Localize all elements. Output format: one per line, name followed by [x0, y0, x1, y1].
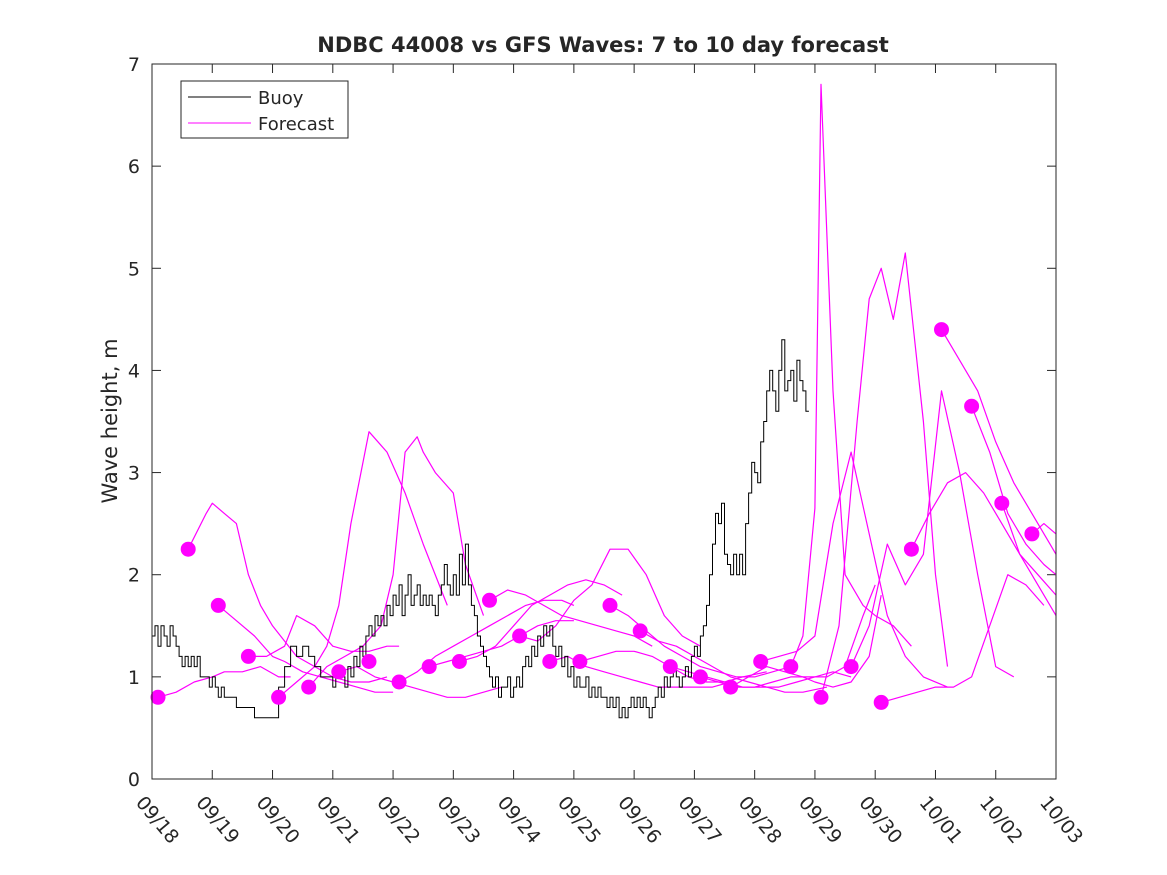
x-tick-label: 09/24 — [493, 792, 545, 848]
forecast-start-marker — [361, 654, 377, 669]
forecast-start-marker — [331, 664, 347, 680]
x-tick-label: 09/30 — [854, 792, 906, 848]
y-tick-label: 5 — [128, 258, 140, 280]
y-axis-label: Wave height, m — [98, 338, 122, 503]
y-tick-label: 4 — [128, 360, 140, 382]
forecast-start-marker — [964, 398, 980, 414]
x-tick-label: 09/25 — [553, 792, 605, 848]
plot-area — [150, 83, 1057, 719]
x-tick-label: 10/03 — [1035, 792, 1087, 848]
forecast-start-marker — [542, 654, 558, 669]
forecast-start-marker — [692, 669, 708, 685]
x-tick-label: 09/27 — [674, 792, 726, 848]
x-tick-label: 10/02 — [975, 792, 1027, 848]
forecast-line-26 — [940, 329, 1057, 555]
x-tick-label: 09/19 — [191, 792, 243, 848]
forecast-line-2 — [187, 502, 388, 683]
y-tick-label: 1 — [128, 667, 140, 689]
forecast-line-4 — [248, 614, 400, 658]
chart-title: NDBC 44008 vs GFS Waves: 7 to 10 day for… — [317, 33, 888, 57]
forecast-start-marker — [572, 654, 588, 669]
forecast-start-marker — [753, 654, 769, 669]
y-tick-label: 2 — [128, 565, 140, 587]
forecast-start-marker — [994, 495, 1010, 511]
y-axis-ticks: 0 1 2 3 4 5 6 7 — [128, 54, 1056, 791]
buoy-line — [152, 339, 809, 719]
buoy-series-group — [152, 339, 809, 719]
forecast-line-19 — [730, 594, 882, 688]
legend: Buoy Forecast — [180, 80, 349, 139]
forecast-start-marker — [482, 592, 497, 608]
forecast-line-21 — [790, 83, 912, 667]
forecast-line-25 — [910, 472, 1057, 596]
forecast-start-marker — [391, 674, 407, 690]
forecast-start-marker — [240, 648, 256, 664]
y-tick-label: 0 — [128, 769, 140, 791]
x-tick-label: 09/29 — [794, 792, 846, 848]
x-tick-label: 09/21 — [312, 792, 364, 848]
x-tick-label: 09/23 — [433, 792, 485, 848]
forecast-start-marker — [301, 679, 317, 695]
forecast-line-11 — [489, 589, 653, 647]
forecast-start-marker — [1024, 526, 1040, 542]
forecast-line-1 — [157, 665, 291, 698]
forecast-line-20 — [760, 451, 948, 688]
forecast-start-marker — [662, 659, 678, 675]
forecast-line-5 — [278, 431, 448, 698]
x-axis-ticks: 09/18 09/19 09/20 09/21 09/22 09/23 09/24 09/25… — [131, 64, 1087, 848]
forecast-start-marker — [271, 689, 287, 705]
forecast-start-marker — [934, 322, 949, 338]
x-tick-label: 09/28 — [734, 792, 786, 848]
forecast-start-marker — [783, 659, 799, 675]
forecast-start-marker — [843, 659, 859, 675]
forecast-line-24 — [881, 574, 1045, 703]
y-tick-label: 3 — [128, 463, 140, 485]
forecast-start-marker — [421, 659, 437, 675]
y-tick-label: 7 — [128, 54, 140, 76]
forecast-start-marker — [180, 541, 196, 557]
legend-box — [180, 80, 349, 139]
forecast-start-markers — [150, 322, 1040, 710]
forecast-line-28 — [1001, 503, 1057, 616]
forecast-start-marker — [813, 689, 829, 705]
forecast-start-marker — [512, 628, 528, 644]
forecast-start-marker — [210, 597, 226, 613]
forecast-line-22 — [820, 252, 949, 698]
forecast-start-marker — [723, 679, 739, 695]
y-tick-label: 6 — [128, 156, 140, 178]
x-tick-label: 09/26 — [613, 792, 665, 848]
forecast-line-16 — [639, 630, 828, 693]
forecast-line-7 — [338, 665, 502, 698]
forecast-start-marker — [150, 689, 166, 705]
forecast-line-3 — [217, 604, 394, 693]
forecast-start-marker — [602, 597, 618, 613]
x-tick-label: 09/20 — [252, 792, 304, 848]
plot-frame — [151, 63, 1057, 780]
forecast-line-27 — [971, 405, 1057, 576]
forecast-start-marker — [873, 694, 889, 710]
forecast-line-6 — [308, 436, 485, 688]
forecast-start-marker — [632, 623, 648, 639]
forecast-start-marker — [451, 654, 467, 669]
forecast-line-23 — [850, 390, 1015, 678]
forecast-start-marker — [903, 541, 919, 557]
legend-forecast-label: Forecast — [258, 114, 334, 135]
x-tick-label: 10/01 — [915, 792, 967, 848]
x-tick-label: 09/18 — [131, 792, 183, 848]
x-tick-label: 09/22 — [372, 792, 424, 848]
forecast-line-10 — [459, 579, 623, 663]
legend-buoy-label: Buoy — [258, 88, 304, 109]
